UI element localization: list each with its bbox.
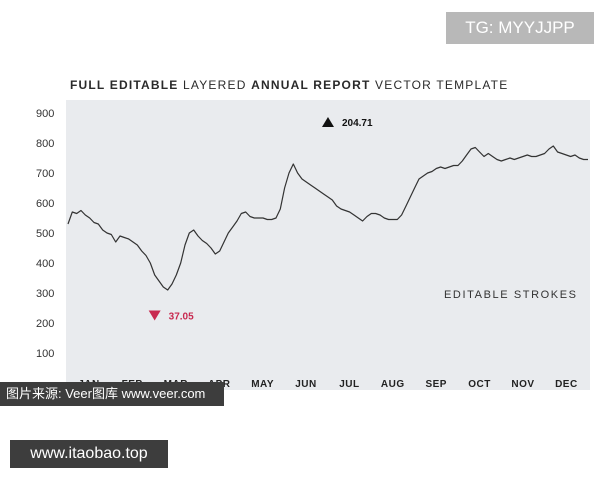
x-tick-label: SEP — [425, 379, 447, 390]
min-marker-triangle-down — [148, 310, 161, 321]
chart-title: FULL EDITABLE LAYERED ANNUAL REPORT VECT… — [70, 78, 508, 92]
min-annotation-label: 37.05 — [169, 312, 194, 323]
y-tick-label: 300 — [36, 288, 54, 300]
y-tick-label: 100 — [36, 348, 54, 360]
title-part-2: LAYERED — [183, 78, 247, 92]
y-tick-label: 900 — [36, 108, 54, 120]
x-tick-label: DEC — [555, 379, 578, 390]
watermark-top: TG: MYYJJPP — [446, 12, 594, 44]
plot-area — [66, 100, 590, 390]
y-tick-label: 500 — [36, 228, 54, 240]
y-tick-label: 400 — [36, 258, 54, 270]
x-tick-label: JUN — [295, 379, 317, 390]
x-tick-label: MAY — [251, 379, 274, 390]
x-tick-label: AUG — [381, 379, 405, 390]
y-tick-label: 200 — [36, 318, 54, 330]
y-tick-label: 600 — [36, 198, 54, 210]
title-part-4: VECTOR TEMPLATE — [375, 78, 509, 92]
x-tick-label: NOV — [511, 379, 534, 390]
x-tick-label: OCT — [468, 379, 491, 390]
editable-strokes-label: EDITABLE STROKES — [444, 289, 578, 301]
title-part-1: FULL EDITABLE — [70, 78, 179, 92]
max-annotation-label: 204.71 — [342, 118, 373, 129]
y-tick-label: 700 — [36, 168, 54, 180]
title-part-3: ANNUAL REPORT — [251, 78, 371, 92]
watermark-image-source: 图片来源: Veer图库 www.veer.com — [0, 382, 224, 406]
x-tick-label: JUL — [339, 379, 359, 390]
y-tick-label: 800 — [36, 138, 54, 150]
series-line — [67, 145, 588, 291]
max-marker-triangle-up — [321, 117, 334, 127]
watermark-site: www.itaobao.top — [10, 440, 168, 468]
